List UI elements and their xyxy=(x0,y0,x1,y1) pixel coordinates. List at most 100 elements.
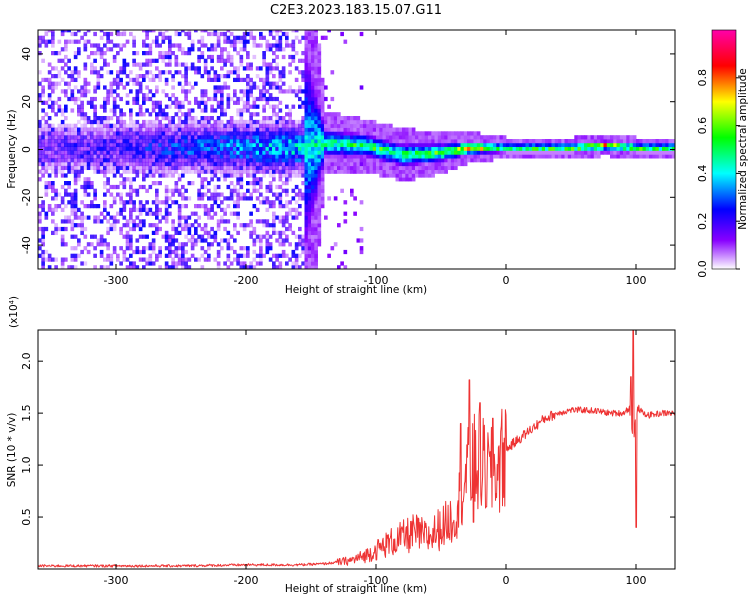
heatmap-cell xyxy=(249,30,253,33)
heatmap-cell xyxy=(168,165,172,171)
heatmap-cell xyxy=(239,112,244,117)
heatmap-cell xyxy=(86,142,91,148)
heatmap-cell xyxy=(229,161,234,167)
heatmap-cell xyxy=(304,47,309,52)
heatmap-cell xyxy=(411,154,416,159)
heatmap-cell xyxy=(307,200,312,205)
heatmap-cell xyxy=(77,173,81,178)
heatmap-cell xyxy=(155,119,159,125)
heatmap-cell xyxy=(272,127,276,132)
heatmap-cell xyxy=(272,58,276,63)
heatmap-cell xyxy=(320,177,325,182)
heatmap-cell xyxy=(600,146,604,151)
heatmap-cell xyxy=(226,161,231,167)
heatmap-cell xyxy=(190,246,195,251)
heatmap-cell xyxy=(171,116,175,121)
heatmap-cell xyxy=(242,196,247,201)
heatmap-cell xyxy=(194,131,198,136)
heatmap-cell xyxy=(259,165,263,171)
heatmap-cell xyxy=(200,142,205,148)
heatmap-cell xyxy=(532,150,536,155)
heatmap-cell xyxy=(304,150,309,155)
heatmap-cell xyxy=(223,261,227,266)
heatmap-cell xyxy=(359,146,364,151)
heatmap-cell xyxy=(171,261,175,266)
heatmap-cell xyxy=(216,89,221,94)
heatmap-cell xyxy=(454,158,458,163)
heatmap-cell xyxy=(353,135,357,140)
heatmap-cell xyxy=(265,188,270,193)
heatmap-cell xyxy=(200,119,205,125)
heatmap-cell xyxy=(99,253,104,258)
heatmap-cell xyxy=(60,265,65,269)
heatmap-cell xyxy=(187,238,192,243)
heatmap-cell xyxy=(213,184,218,190)
heatmap-cell xyxy=(132,127,136,132)
colorbar: 0.00.20.40.60.8 Normalized spectral ampl… xyxy=(696,29,749,278)
heatmap-cell xyxy=(652,142,656,148)
heatmap-cell xyxy=(317,158,322,163)
heatmap-cell xyxy=(223,81,227,86)
heatmap-cell xyxy=(70,169,75,174)
heatmap-cell xyxy=(57,51,62,56)
heatmap-cell xyxy=(298,204,302,209)
heatmap-cell xyxy=(106,139,110,144)
heatmap-cell xyxy=(259,150,263,155)
heatmap-cell xyxy=(86,116,91,121)
heatmap-cell xyxy=(213,31,218,37)
heatmap-cell xyxy=(142,207,146,213)
heatmap-cell xyxy=(47,161,52,167)
heatmap-cell xyxy=(564,150,569,155)
heatmap-cell xyxy=(314,230,318,236)
heatmap-cell xyxy=(77,108,81,113)
snr-x-axis-label: Height of straight line (km) xyxy=(285,583,427,595)
heatmap-cell xyxy=(392,161,396,167)
heatmap-cell xyxy=(317,74,322,79)
heatmap-cell xyxy=(356,165,361,171)
heatmap-cell xyxy=(610,154,614,159)
heatmap-cell xyxy=(129,131,133,136)
heatmap-cell xyxy=(132,123,136,128)
heatmap-cell xyxy=(142,127,146,132)
heatmap-cell xyxy=(619,146,624,151)
heatmap-cell xyxy=(103,265,107,269)
heatmap-cell xyxy=(246,265,250,269)
heatmap-cell xyxy=(51,150,55,155)
heatmap-cell xyxy=(164,70,169,75)
heatmap-cell xyxy=(236,119,240,125)
heatmap-cell xyxy=(220,169,224,174)
heatmap-cell xyxy=(317,66,322,71)
heatmap-cell xyxy=(47,204,52,209)
heatmap-cell xyxy=(99,74,104,79)
heatmap-cell xyxy=(93,112,97,117)
heatmap-cell xyxy=(86,184,91,190)
snr-y-ticks: 0.51.01.52.0 xyxy=(20,352,675,526)
heatmap-cell xyxy=(246,139,250,144)
heatmap-cell xyxy=(307,35,312,40)
heatmap-cell xyxy=(187,196,192,201)
heatmap-cell xyxy=(181,173,185,178)
heatmap-cell xyxy=(220,112,224,117)
heatmap-cell xyxy=(402,177,406,182)
heatmap-cell xyxy=(356,119,361,125)
heatmap-cell xyxy=(616,154,621,159)
heatmap-cell xyxy=(122,127,127,132)
heatmap-cell xyxy=(311,207,315,213)
heatmap-cell xyxy=(132,204,136,209)
heatmap-cell xyxy=(41,165,45,171)
heatmap-cell xyxy=(57,146,62,151)
heatmap-cell xyxy=(272,119,276,125)
heatmap-cell xyxy=(278,169,283,174)
heatmap-cell xyxy=(96,161,101,167)
heatmap-cell xyxy=(291,131,296,136)
heatmap-cell xyxy=(493,154,497,159)
heatmap-cell xyxy=(564,146,569,151)
heatmap-cell xyxy=(486,154,491,159)
heatmap-cell xyxy=(148,257,153,262)
heatmap-cell xyxy=(70,77,75,83)
heatmap-cell xyxy=(109,93,114,98)
heatmap-cell xyxy=(51,142,55,148)
heatmap-cell xyxy=(77,51,81,56)
heatmap-cell xyxy=(340,116,344,121)
heatmap-cell xyxy=(372,123,377,128)
